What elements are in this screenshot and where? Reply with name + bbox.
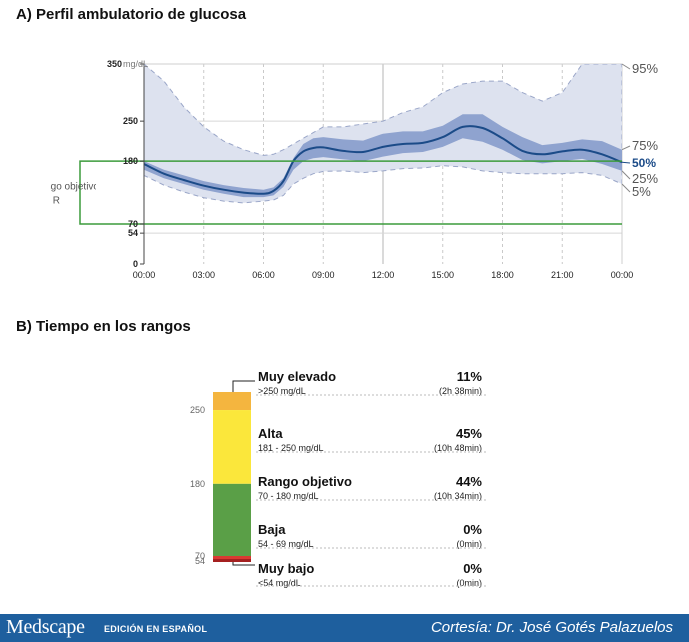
tir-axis-label: 180 (190, 479, 205, 489)
tir-connector-top (232, 380, 255, 392)
tir-row-range: >250 mg/dL (258, 386, 306, 396)
agp-band-25-75 (144, 114, 622, 198)
tir-row-percent: 0% (463, 561, 482, 576)
tir-row-percent: 44% (456, 474, 482, 489)
credit-text: Cortesía: Dr. José Gotés Palazuelos (430, 619, 673, 636)
agp-y-tick-label: 70 (128, 219, 138, 229)
agp-x-tick-label: 18:00 (491, 270, 514, 280)
agp-x-tick-label: 09:00 (312, 270, 335, 280)
footer-bar: Medscape EDICIÓN EN ESPAÑOL Cortesía: Dr… (0, 614, 689, 642)
percentile-leader (621, 183, 631, 193)
agp-y-tick-label: 0 (133, 259, 138, 269)
agp-y-unit: mg/dL (123, 59, 148, 69)
percentile-label: 25% (632, 171, 658, 186)
chart-a-title: A) Perfil ambulatorio de glucosa (16, 6, 247, 23)
target-range-label-line2: R (53, 196, 60, 207)
tir-bar-segment (213, 483, 251, 556)
tir-row-range: <54 mg/dL (258, 578, 301, 588)
agp-x-tick-label: 06:00 (252, 270, 275, 280)
agp-y-tick-label: 350 (107, 59, 122, 69)
tir-row-percent: 11% (457, 369, 483, 384)
medscape-logo: Medscape (6, 616, 85, 638)
tir-row-duration: (0min) (456, 578, 482, 588)
tir-row-title: Muy bajo (258, 561, 314, 576)
tir-row-duration: (10h 34min) (434, 491, 482, 501)
agp-x-tick-label: 00:00 (611, 270, 634, 280)
agp-y-tick-label: 250 (123, 116, 138, 126)
agp-y-tick-label: 180 (123, 156, 138, 166)
percentile-leader (621, 170, 631, 180)
tir-row-range: 70 - 180 mg/dL (258, 491, 319, 501)
tir-row-title: Muy elevado (258, 369, 336, 384)
percentile-leader (621, 161, 631, 164)
tir-row-title: Alta (258, 426, 283, 441)
tir-row-duration: (10h 48min) (434, 443, 482, 453)
tir-bar-segment (213, 559, 251, 562)
edition-label: EDICIÓN EN ESPAÑOL (104, 624, 208, 634)
chart-b-title: B) Tiempo en los rangos (16, 318, 191, 335)
tir-bar-segment (213, 556, 251, 559)
tir-row-title: Baja (258, 522, 286, 537)
percentile-label: 50% (632, 156, 656, 170)
agp-x-tick-label: 00:00 (133, 270, 156, 280)
target-bracket (79, 160, 96, 225)
agp-x-tick-label: 12:00 (372, 270, 395, 280)
percentile-label: 5% (632, 184, 651, 199)
agp-x-tick-label: 15:00 (431, 270, 454, 280)
tir-axis-label: 70 (195, 551, 205, 561)
percentile-label: 75% (632, 138, 658, 153)
tir-row-range: 181 - 250 mg/dL (258, 443, 324, 453)
tir-axis-label: 54 (195, 556, 205, 566)
agp-band-5-95 (144, 64, 622, 204)
agp-y-tick-label: 54 (128, 228, 138, 238)
tir-connector-bottom (232, 562, 255, 566)
percentile-leader (621, 145, 631, 151)
tir-row-range: 54 - 69 mg/dL (258, 539, 314, 549)
tir-axis-label: 250 (190, 405, 205, 415)
tir-row-title: Rango objetivo (258, 474, 352, 489)
tir-bar-segment (213, 392, 251, 411)
tir-row-percent: 0% (463, 522, 482, 537)
tir-row-duration: (2h 38min) (439, 386, 482, 396)
agp-x-tick-label: 03:00 (192, 270, 215, 280)
agp-x-tick-label: 21:00 (551, 270, 574, 280)
agp-median-line (143, 125, 623, 195)
percentile-leader (621, 63, 631, 70)
tir-row-percent: 45% (456, 426, 482, 441)
tir-bar-segment (213, 410, 251, 484)
tir-row-duration: (0min) (456, 539, 482, 549)
percentile-label: 95% (632, 61, 658, 76)
target-range-label: Rango objetivo (32, 182, 99, 193)
